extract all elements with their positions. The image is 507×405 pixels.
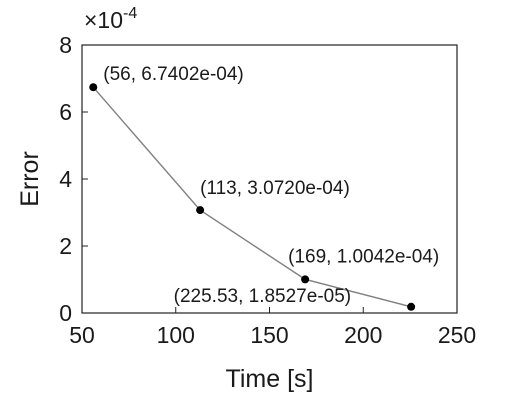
y-axis: 0 2 4 6 8	[59, 32, 88, 326]
x-tick-label: 250	[438, 322, 476, 348]
data-point	[196, 206, 205, 215]
y-multiplier: ×10-4	[84, 5, 137, 33]
y-tick-label: 0	[59, 300, 72, 326]
data-point-label: (169, 1.0042e-04)	[288, 246, 439, 267]
y-multiplier-base: ×10	[84, 7, 123, 33]
data-point	[301, 275, 310, 284]
x-axis: 50 100 150 200 250	[69, 307, 476, 348]
annotation-group: (56, 6.7402e-04) (113, 3.0720e-04) (169, 1…	[103, 64, 439, 307]
data-point-label: (113, 3.0720e-04)	[200, 178, 350, 199]
y-tick-label: 8	[59, 32, 72, 58]
data-point	[407, 302, 416, 311]
y-tick-label: 4	[59, 166, 72, 192]
x-tick-label: 50	[69, 322, 95, 348]
x-axis-label: Time [s]	[226, 365, 314, 393]
x-tick-label: 200	[344, 322, 382, 348]
series-group	[89, 83, 416, 311]
y-tick-label: 6	[59, 99, 72, 125]
y-tick-label: 2	[59, 233, 72, 259]
error-series-line	[92, 86, 412, 308]
x-tick-label: 100	[157, 322, 195, 348]
data-point-label: (225.53, 1.8527e-05)	[174, 286, 351, 307]
y-axis-label: Error	[16, 151, 44, 207]
data-point	[89, 83, 98, 92]
data-point-label: (56, 6.7402e-04)	[103, 64, 244, 85]
y-multiplier-exponent: -4	[123, 5, 137, 22]
x-tick-label: 150	[250, 322, 288, 348]
